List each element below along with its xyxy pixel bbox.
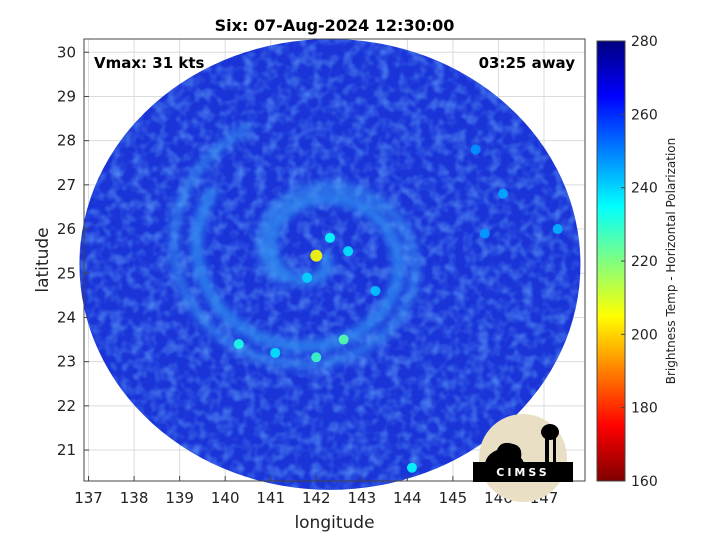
- vmax-annotation: Vmax: 31 kts: [94, 54, 204, 72]
- colorbar-tick-label: 220: [631, 254, 658, 270]
- x-tick-label: 143: [348, 489, 377, 507]
- y-tick-label: 28: [57, 132, 76, 150]
- colorbar-ticks: 160 180 200 220 240 260 280: [621, 34, 658, 490]
- cimss-logo: CIMSS: [473, 414, 573, 502]
- spiral-bands: [169, 122, 420, 369]
- time-away-annotation: 03:25 away: [479, 54, 576, 72]
- feature-point: [324, 232, 335, 243]
- colorbar-gradient: [596, 40, 626, 482]
- feature-point: [343, 246, 354, 257]
- y-tick-label: 24: [57, 308, 76, 326]
- feature-point: [479, 228, 490, 239]
- x-tick-label: 142: [302, 489, 331, 507]
- plot-frame: [83, 38, 586, 482]
- colorbar-tick-label: 260: [631, 107, 658, 123]
- x-tick-label: 144: [393, 489, 422, 507]
- feature-marks: [233, 144, 563, 473]
- colorbar-label: Brightness Temp - Horizontal Polarizatio…: [664, 138, 678, 385]
- x-tick-label: 138: [120, 489, 149, 507]
- y-tick-label: 25: [57, 264, 76, 282]
- spiral-band: [169, 122, 420, 369]
- x-axis-label: longitude: [294, 513, 374, 533]
- feature-point: [270, 347, 281, 358]
- y-axis-label: latitude: [33, 227, 53, 292]
- y-tick-label: 23: [57, 353, 76, 371]
- colorbar-tick-label: 200: [631, 327, 658, 343]
- feature-point: [302, 272, 313, 283]
- feature-point: [311, 352, 322, 363]
- logo-bar: [473, 462, 573, 482]
- x-tick-label: 140: [211, 489, 240, 507]
- colorbar-tick-label: 160: [631, 474, 658, 490]
- x-tick-label: 145: [439, 489, 468, 507]
- feature-point: [406, 462, 417, 473]
- x-tick-label: 137: [74, 489, 103, 507]
- feature-point: [498, 188, 509, 199]
- feature-point: [370, 285, 381, 296]
- feature-point: [338, 334, 349, 345]
- y-tick-label: 29: [57, 87, 76, 105]
- y-tick-label: 22: [57, 397, 76, 415]
- colorbar-tick-label: 240: [631, 181, 658, 197]
- feature-point: [552, 224, 563, 235]
- feature-point: [470, 144, 481, 155]
- microwave-swath: [79, 39, 581, 490]
- x-tick-label: 139: [165, 489, 194, 507]
- spiral-band: [190, 185, 405, 353]
- feature-point: [233, 338, 244, 349]
- logo-tank: [541, 424, 559, 440]
- feature-point: [310, 249, 323, 262]
- y-tick-label: 30: [57, 43, 76, 61]
- logo-text: CIMSS: [496, 466, 549, 479]
- y-tick-label: 27: [57, 176, 76, 194]
- colorbar-tick-label: 180: [631, 401, 658, 417]
- y-axis: 21 22 23 24 25 26 27 28 29 30: [57, 43, 89, 459]
- logo-tower-leg: [553, 438, 556, 472]
- colorbar: 160 180 200 220 240 260 280 Brightness Temp - …: [596, 34, 678, 490]
- y-tick-label: 21: [57, 441, 76, 459]
- colorbar-tick-label: 280: [631, 34, 658, 50]
- logo-tower: [545, 438, 549, 472]
- y-tick-label: 26: [57, 220, 76, 238]
- x-tick-label: 141: [256, 489, 285, 507]
- chart-title: Six: 07-Aug-2024 12:30:00: [215, 16, 455, 35]
